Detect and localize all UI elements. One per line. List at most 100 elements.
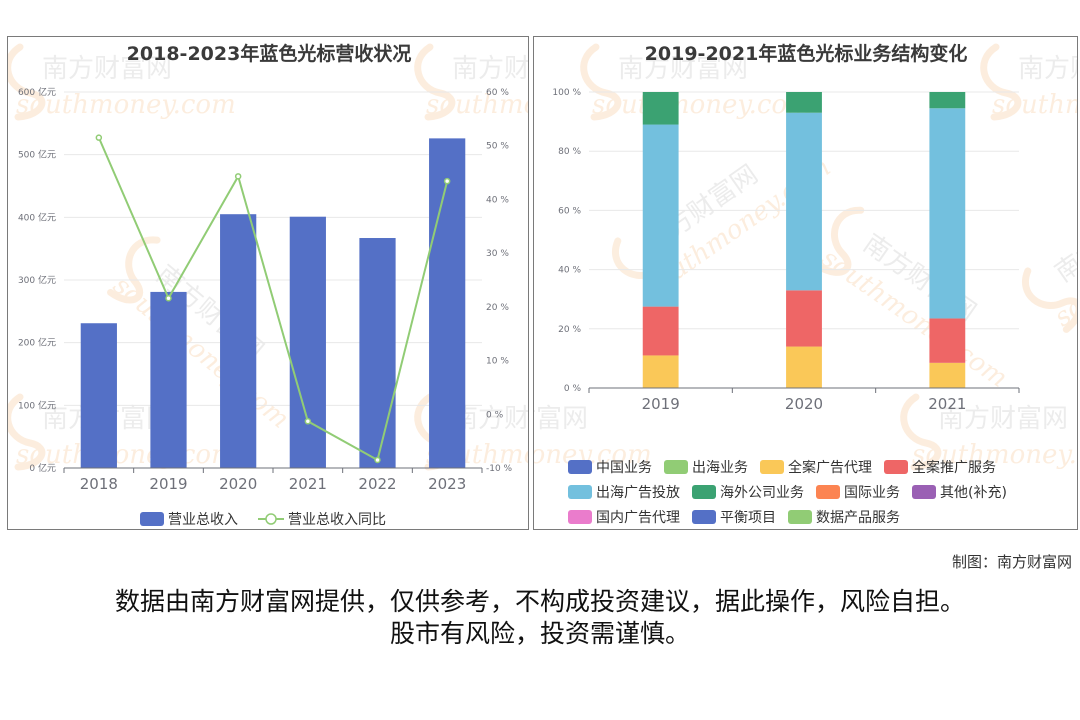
y-right-tick-label: 20 % bbox=[486, 303, 509, 313]
x-tick-label: 2020 bbox=[785, 395, 823, 413]
y-left-tick-label: 0 亿元 bbox=[29, 462, 56, 474]
revenue-bar bbox=[289, 216, 326, 468]
legend-label: 国内广告代理 bbox=[596, 510, 680, 526]
stack-segment bbox=[929, 92, 966, 109]
disclaimer-line-2: 股市有风险，投资需谨慎。 bbox=[389, 619, 690, 648]
watermark-url: southmoney.com bbox=[992, 90, 1078, 120]
stack-segment bbox=[929, 108, 966, 319]
y-right-tick-label: 50 % bbox=[486, 142, 509, 152]
y-left-tick-label: 100 亿元 bbox=[18, 399, 56, 411]
x-tick-label: 2023 bbox=[428, 475, 466, 493]
watermark-brand: 南方财富网 bbox=[534, 404, 588, 434]
y-left-tick-label: 200 亿元 bbox=[18, 337, 56, 349]
x-tick-label: 2021 bbox=[928, 395, 966, 413]
watermark: 南方财富网 southmoney.com bbox=[980, 43, 1078, 121]
legend-label: 全案广告代理 bbox=[788, 459, 872, 476]
legend-label: 国际业务 bbox=[844, 485, 900, 501]
y-right-tick-label: 30 % bbox=[486, 249, 509, 259]
x-tick-label: 2022 bbox=[358, 475, 396, 493]
revenue-chart: 南方财富网southmoney.com南方财富网southmoney.com南方… bbox=[8, 42, 529, 528]
stack-segment bbox=[786, 346, 822, 388]
watermark-url: southmoney.com bbox=[426, 90, 529, 120]
y-right-tick-label: 0 % bbox=[486, 410, 504, 420]
growth-line bbox=[97, 137, 449, 462]
watermark: 南方财富网 southmoney.com bbox=[900, 393, 1078, 471]
stack-segment bbox=[642, 124, 679, 307]
legend-swatch bbox=[568, 510, 592, 524]
stack-segment bbox=[642, 355, 679, 388]
stack-segment bbox=[929, 362, 966, 388]
legend-label-revenue: 营业总收入 bbox=[168, 512, 238, 528]
revenue-chart-panel: 南方财富网southmoney.com南方财富网southmoney.com南方… bbox=[7, 36, 529, 530]
chart-title: 2019-2021年蓝色光标业务结构变化 bbox=[645, 42, 968, 65]
y-tick-label: 0 % bbox=[564, 384, 582, 394]
legend-swatch bbox=[692, 510, 716, 524]
legend-swatch bbox=[816, 485, 840, 499]
legend-label: 数据产品服务 bbox=[816, 510, 900, 526]
watermark-s-swoosh-icon bbox=[1022, 267, 1077, 333]
watermark-brand: 南方财富网 bbox=[938, 404, 1068, 434]
y-left-tick-label: 500 亿元 bbox=[18, 149, 56, 161]
legend-swatch bbox=[884, 460, 908, 474]
revenue-bar bbox=[150, 291, 187, 468]
growth-point bbox=[165, 295, 172, 302]
stack-segment bbox=[929, 318, 966, 363]
y-tick-label: 20 % bbox=[558, 325, 581, 335]
y-left-tick-label: 300 亿元 bbox=[18, 274, 56, 286]
legend-label: 出海广告投放 bbox=[596, 485, 680, 501]
stack-segment bbox=[786, 112, 822, 291]
stack-segment bbox=[786, 290, 822, 347]
legend-swatch bbox=[568, 485, 592, 499]
x-tick-label: 2020 bbox=[219, 475, 257, 493]
x-tick-label: 2021 bbox=[289, 475, 327, 493]
growth-point bbox=[374, 456, 381, 464]
y-right-tick-label: 10 % bbox=[486, 357, 509, 367]
watermark-brand: 南方财富网 bbox=[1018, 54, 1078, 84]
legend-label: 出海业务 bbox=[692, 460, 748, 476]
y-left-tick-label: 400 亿元 bbox=[18, 211, 56, 223]
legend-swatch bbox=[692, 485, 716, 499]
watermark-brand: 南方财富网 bbox=[42, 54, 172, 84]
disclaimer-line-1: 数据由南方财富网提供，仅供参考，不构成投资建议，据此操作，风险自担。 bbox=[114, 587, 965, 616]
watermark-s-swoosh-icon bbox=[107, 236, 161, 304]
legend-swatch-revenue bbox=[140, 512, 164, 526]
legend-swatch bbox=[912, 485, 936, 499]
legend-label: 海外公司业务 bbox=[720, 485, 804, 501]
growth-point bbox=[443, 177, 451, 185]
revenue-bar bbox=[220, 214, 257, 468]
y-tick-label: 80 % bbox=[558, 147, 581, 157]
y-right-tick-label: 40 % bbox=[486, 195, 509, 205]
watermark-url: southmoney.com bbox=[16, 90, 236, 120]
watermark-brand: 南方财富网 bbox=[618, 54, 748, 84]
growth-point bbox=[95, 134, 103, 141]
x-tick-label: 2019 bbox=[642, 395, 680, 413]
y-right-tick-label: -10 % bbox=[486, 464, 513, 474]
y-tick-label: 40 % bbox=[558, 266, 581, 276]
growth-point bbox=[234, 173, 242, 180]
legend-label: 全案推广服务 bbox=[912, 459, 996, 476]
chart-title: 2018-2023年蓝色光标营收状况 bbox=[127, 42, 412, 65]
legend-label: 中国业务 bbox=[596, 460, 652, 476]
legend-swatch bbox=[788, 510, 812, 524]
revenue-bar bbox=[359, 238, 396, 468]
y-right-tick-label: 60 % bbox=[486, 88, 509, 98]
x-tick-label: 2018 bbox=[80, 475, 118, 493]
y-tick-label: 100 % bbox=[552, 88, 581, 98]
y-left-tick-label: 600 亿元 bbox=[18, 86, 56, 98]
stack-segment bbox=[642, 92, 679, 125]
legend-label-growth: 营业总收入同比 bbox=[288, 512, 386, 528]
legend-swatch bbox=[568, 460, 592, 474]
stack-segment bbox=[642, 306, 679, 356]
x-tick-label: 2019 bbox=[149, 475, 187, 493]
watermark-s-swoosh-icon bbox=[900, 393, 942, 471]
revenue-bar bbox=[429, 138, 466, 468]
watermark-url: southmoney.com bbox=[912, 440, 1078, 470]
watermark-url: southmoney.com bbox=[592, 90, 812, 120]
y-tick-label: 60 % bbox=[558, 206, 581, 216]
watermark-s-swoosh-icon bbox=[815, 206, 865, 276]
legend-swatch-growth-marker bbox=[265, 513, 277, 525]
watermark: 南方财富网 southmoney.com bbox=[580, 43, 812, 121]
watermark-s-swoosh-icon bbox=[8, 43, 46, 121]
